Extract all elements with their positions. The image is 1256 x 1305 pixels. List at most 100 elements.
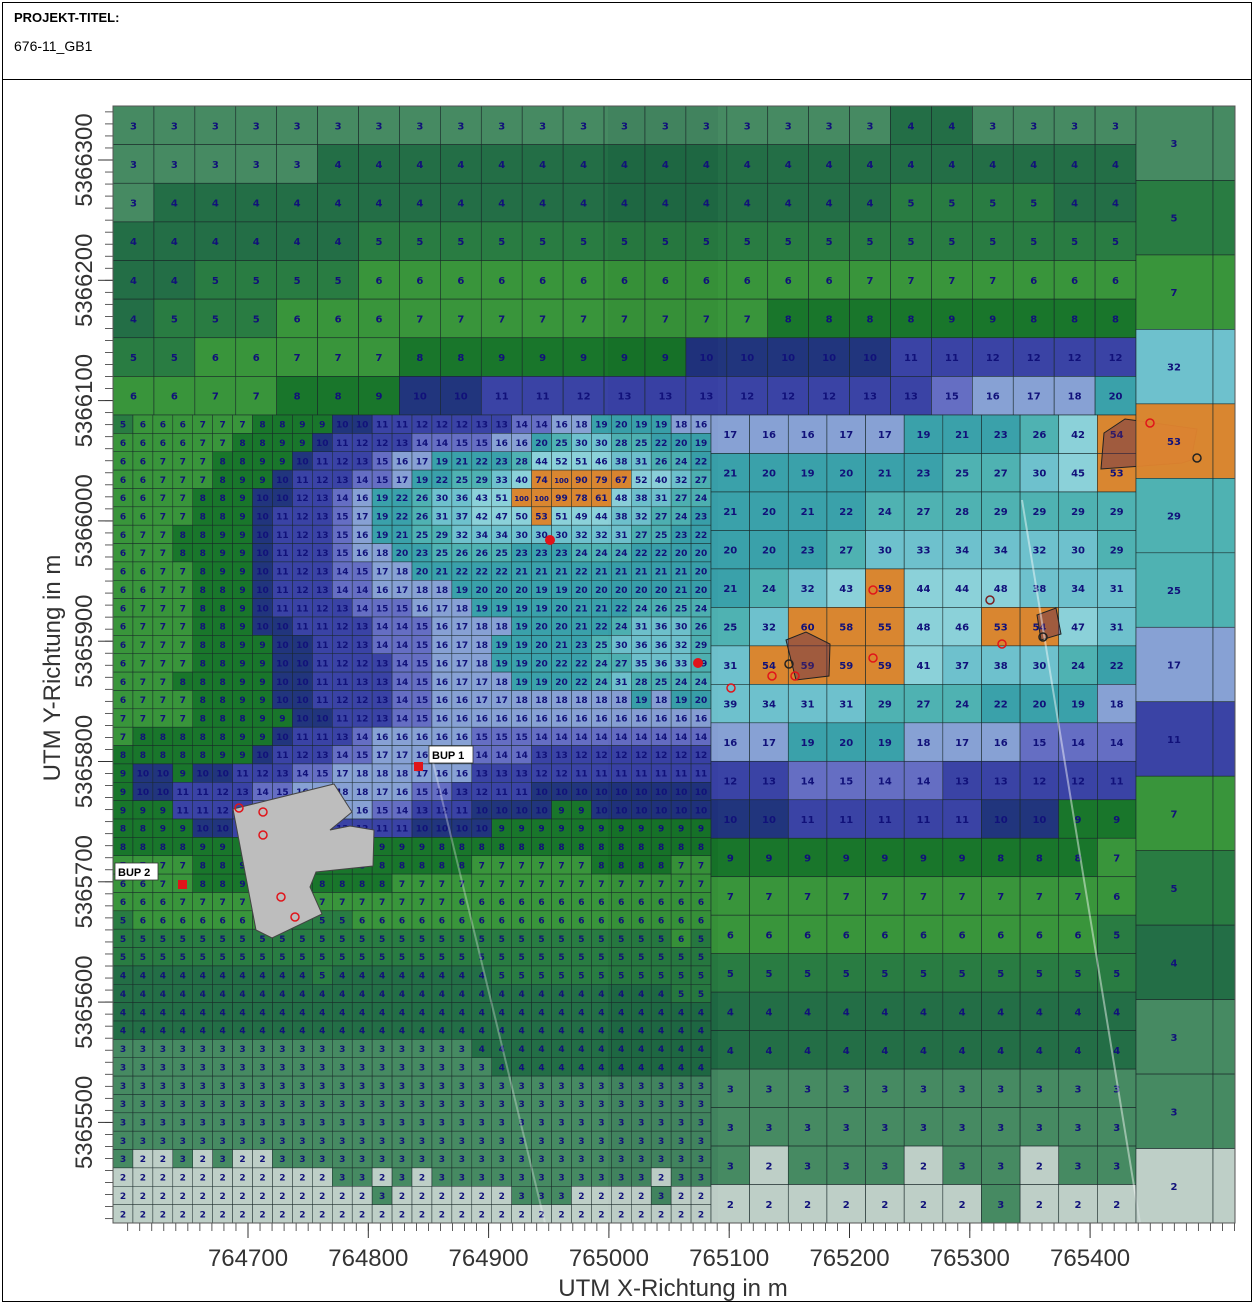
cell-value: 5 bbox=[319, 935, 325, 945]
cell-value: 20 bbox=[615, 586, 628, 596]
cell-value: 11 bbox=[878, 815, 892, 826]
cell-value: 4 bbox=[558, 1027, 564, 1037]
cell-value: 4 bbox=[171, 237, 178, 248]
cell-value: 10 bbox=[296, 715, 309, 725]
cell-value: 4 bbox=[989, 160, 996, 171]
grid-cell bbox=[358, 337, 400, 377]
cell-value: 3 bbox=[459, 1119, 465, 1129]
cell-value: 4 bbox=[843, 1046, 850, 1057]
cell-value: 8 bbox=[120, 751, 126, 761]
cell-value: 8 bbox=[538, 843, 544, 853]
grid-cell bbox=[399, 298, 441, 339]
cell-value: 22 bbox=[695, 457, 708, 467]
cell-value: 18 bbox=[555, 696, 568, 706]
cell-value: 14 bbox=[336, 586, 349, 596]
cell-value: 5 bbox=[804, 969, 811, 980]
cell-value: 4 bbox=[678, 1027, 684, 1037]
cell-value: 41 bbox=[917, 661, 931, 672]
cell-value: 32 bbox=[595, 531, 608, 541]
cell-value: 15 bbox=[396, 604, 409, 614]
cell-value: 7 bbox=[558, 880, 564, 890]
cell-value: 4 bbox=[253, 237, 260, 248]
cell-value: 8 bbox=[200, 531, 206, 541]
grid-cell bbox=[849, 144, 891, 184]
cell-value: 9 bbox=[239, 549, 245, 559]
cell-value: 5 bbox=[419, 953, 425, 963]
y-tick-label: 5365900 bbox=[71, 594, 98, 687]
cell-value: 9 bbox=[578, 806, 584, 816]
cell-value: 13 bbox=[236, 788, 249, 798]
cell-value: 15 bbox=[376, 806, 389, 816]
cell-value: 6 bbox=[140, 439, 146, 449]
cell-value: 24 bbox=[878, 507, 892, 518]
cell-value: 9 bbox=[239, 751, 245, 761]
cell-value: 8 bbox=[220, 733, 226, 743]
cell-value: 10 bbox=[216, 770, 229, 780]
cell-value: 8 bbox=[519, 843, 525, 853]
cell-value: 3 bbox=[299, 1155, 305, 1165]
cell-value: 7 bbox=[180, 696, 186, 706]
cell-value: 6 bbox=[499, 917, 505, 927]
cell-value: 6 bbox=[843, 930, 850, 941]
cell-value: 23 bbox=[994, 430, 1008, 441]
cell-value: 5 bbox=[319, 917, 325, 927]
cell-value: 40 bbox=[655, 476, 668, 486]
cell-value: 6 bbox=[1075, 930, 1082, 941]
cell-value: 20 bbox=[839, 469, 853, 480]
cell-value: 3 bbox=[319, 1119, 325, 1129]
cell-value: 18 bbox=[416, 586, 429, 596]
cell-value: 7 bbox=[578, 861, 584, 871]
cell-value: 22 bbox=[615, 604, 628, 614]
cell-value: 22 bbox=[456, 568, 469, 578]
cell-value: 3 bbox=[359, 1082, 365, 1092]
x-axis-title: UTM X-Richtung in m bbox=[558, 1275, 787, 1302]
cell-value: 8 bbox=[499, 843, 505, 853]
cell-value: 18 bbox=[515, 696, 528, 706]
cell-value: 8 bbox=[578, 843, 584, 853]
cell-value: 6 bbox=[678, 935, 684, 945]
cell-value: 21 bbox=[801, 507, 815, 518]
cell-value: 9 bbox=[279, 715, 285, 725]
cell-value: 12 bbox=[216, 788, 229, 798]
cell-value: 4 bbox=[120, 1008, 126, 1018]
grid-cell bbox=[603, 298, 646, 339]
cell-value: 18 bbox=[476, 659, 489, 669]
cell-value: 33 bbox=[917, 546, 931, 557]
cell-value: 4 bbox=[279, 1027, 285, 1037]
cell-value: 12 bbox=[356, 696, 369, 706]
cell-value: 13 bbox=[618, 392, 632, 403]
cell-value: 4 bbox=[727, 1007, 734, 1018]
cell-value: 4 bbox=[259, 1027, 265, 1037]
cell-value: 4 bbox=[498, 160, 505, 171]
cell-value: 6 bbox=[804, 930, 811, 941]
cell-value: 7 bbox=[419, 898, 425, 908]
cell-value: 3 bbox=[598, 1100, 604, 1110]
cell-value: 15 bbox=[839, 777, 853, 788]
cell-value: 3 bbox=[459, 1155, 465, 1165]
cell-value: 22 bbox=[1110, 661, 1124, 672]
grid-cell bbox=[685, 298, 728, 339]
cell-value: 3 bbox=[804, 1123, 811, 1134]
cell-value: 7 bbox=[439, 898, 445, 908]
cell-value: 15 bbox=[376, 604, 389, 614]
cell-value: 7 bbox=[1113, 853, 1120, 864]
cell-value: 9 bbox=[375, 392, 382, 403]
cell-value: 42 bbox=[1071, 430, 1085, 441]
cell-value: 3 bbox=[479, 1155, 485, 1165]
cell-value: 3 bbox=[843, 1123, 850, 1134]
cell-value: 2 bbox=[698, 1210, 704, 1220]
cell-value: 3 bbox=[279, 1100, 285, 1110]
cell-value: 10 bbox=[555, 788, 568, 798]
cell-value: 4 bbox=[1112, 160, 1119, 171]
cell-value: 15 bbox=[376, 457, 389, 467]
cell-value: 3 bbox=[339, 1082, 345, 1092]
cell-value: 22 bbox=[396, 513, 409, 523]
cell-value: 4 bbox=[419, 1027, 425, 1037]
cell-value: 27 bbox=[917, 700, 931, 711]
cell-value: 12 bbox=[356, 715, 369, 725]
cell-value: 6 bbox=[160, 898, 166, 908]
cell-value: 67 bbox=[615, 476, 628, 486]
cell-value: 3 bbox=[339, 1119, 345, 1129]
cell-value: 19 bbox=[376, 513, 389, 523]
cell-value: 4 bbox=[220, 972, 226, 982]
